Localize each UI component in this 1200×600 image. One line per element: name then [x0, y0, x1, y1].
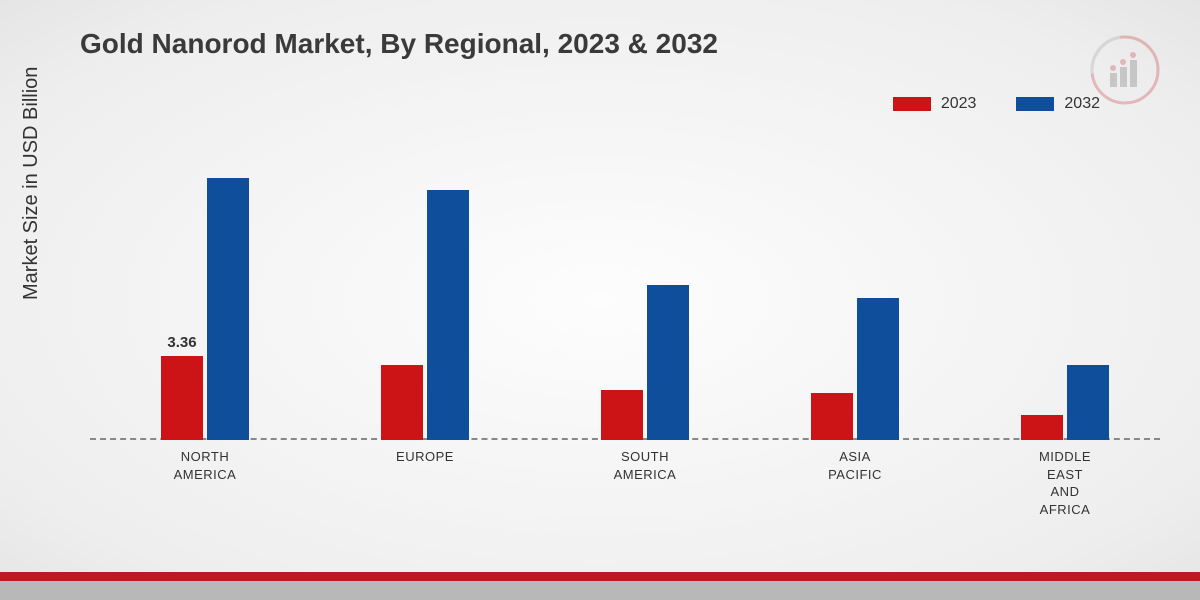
bar — [601, 390, 643, 440]
footer-red-bar — [0, 572, 1200, 581]
x-axis-labels: NORTHAMERICA EUROPE SOUTHAMERICA ASIAPACIFI… — [90, 448, 1160, 528]
x-axis-label: EUROPE — [365, 448, 485, 466]
legend-label-2023: 2023 — [941, 95, 977, 113]
legend-swatch-2023 — [893, 97, 931, 111]
x-axis-label: MIDDLEEASTANDAFRICA — [1005, 448, 1125, 518]
chart-title: Gold Nanorod Market, By Regional, 2023 &… — [80, 28, 718, 60]
bar-value-label: 3.36 — [161, 334, 203, 351]
bar-group — [365, 190, 485, 440]
bar — [811, 393, 853, 441]
bar — [1067, 365, 1109, 440]
legend-item-2032: 2032 — [1016, 95, 1100, 113]
x-axis-label: SOUTHAMERICA — [585, 448, 705, 483]
bar-group — [1005, 365, 1125, 440]
bar — [1021, 415, 1063, 440]
legend-label-2032: 2032 — [1064, 95, 1100, 113]
legend: 2023 2032 — [893, 95, 1100, 113]
x-axis-label: ASIAPACIFIC — [795, 448, 915, 483]
bar-group: 3.36 — [145, 178, 265, 441]
bar — [207, 178, 249, 441]
chart-plot-area: 3.36 — [90, 140, 1160, 440]
legend-swatch-2032 — [1016, 97, 1054, 111]
bar — [381, 365, 423, 440]
legend-item-2023: 2023 — [893, 95, 977, 113]
bar — [647, 285, 689, 440]
bar — [857, 298, 899, 441]
bar — [427, 190, 469, 440]
bar-group — [585, 285, 705, 440]
x-axis-label: NORTHAMERICA — [145, 448, 265, 483]
y-axis-label: Market Size in USD Billion — [20, 67, 43, 300]
watermark-logo — [1090, 35, 1160, 105]
footer-gray-bar — [0, 581, 1200, 600]
bar-group — [795, 298, 915, 441]
bar: 3.36 — [161, 356, 203, 440]
